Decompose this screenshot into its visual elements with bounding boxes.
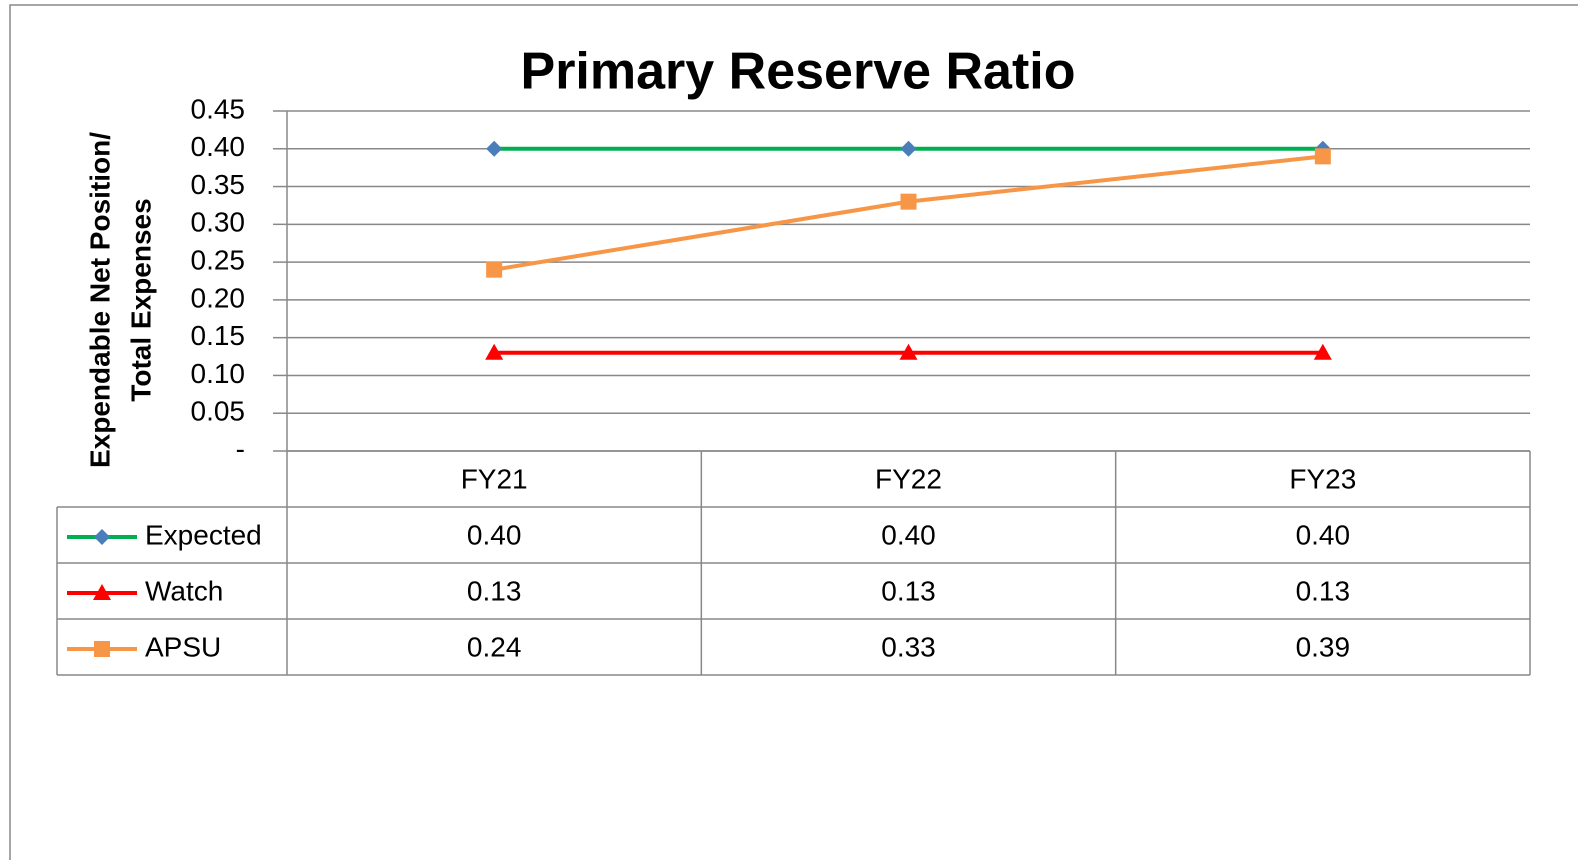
y-axis-label: Total Expenses: [125, 198, 156, 401]
y-tick-label: 0.05: [191, 396, 246, 427]
marker: [1313, 343, 1332, 360]
marker: [93, 584, 111, 600]
table-value: 0.40: [881, 519, 936, 550]
legend-label: Expected: [145, 519, 262, 550]
marker: [900, 193, 917, 210]
y-tick-label: 0.10: [191, 358, 246, 389]
y-tick-label: 0.35: [191, 169, 246, 200]
x-tick-label: FY23: [1289, 463, 1356, 494]
table-value: 0.13: [881, 575, 936, 606]
chart-frame: [9, 4, 1578, 860]
y-tick-label: 0.25: [191, 245, 246, 276]
marker: [1314, 148, 1331, 165]
x-tick-label: FY21: [461, 463, 528, 494]
legend-label: APSU: [145, 631, 221, 662]
chart-title: Primary Reserve Ratio: [521, 43, 1076, 101]
y-tick-label: 0.40: [191, 131, 246, 162]
marker: [94, 529, 110, 545]
y-axis-label: Expendable Net Position/: [84, 132, 115, 468]
legend-label: Watch: [145, 575, 223, 606]
y-tick-label: 0.45: [191, 93, 246, 124]
table-value: 0.13: [467, 575, 522, 606]
marker: [899, 343, 918, 360]
table-value: 0.40: [1296, 519, 1351, 550]
table-value: 0.24: [467, 631, 522, 662]
marker: [900, 140, 917, 157]
y-tick-label: 0.20: [191, 282, 246, 313]
y-tick-label: -: [236, 433, 245, 464]
y-tick-label: 0.30: [191, 207, 246, 238]
table-value: 0.39: [1296, 631, 1351, 662]
table-value: 0.13: [1296, 575, 1351, 606]
marker: [94, 641, 110, 657]
marker: [485, 343, 504, 360]
marker: [486, 140, 503, 157]
marker: [486, 261, 503, 278]
table-value: 0.40: [467, 519, 522, 550]
y-tick-label: 0.15: [191, 320, 246, 351]
table-value: 0.33: [881, 631, 936, 662]
x-tick-label: FY22: [875, 463, 942, 494]
